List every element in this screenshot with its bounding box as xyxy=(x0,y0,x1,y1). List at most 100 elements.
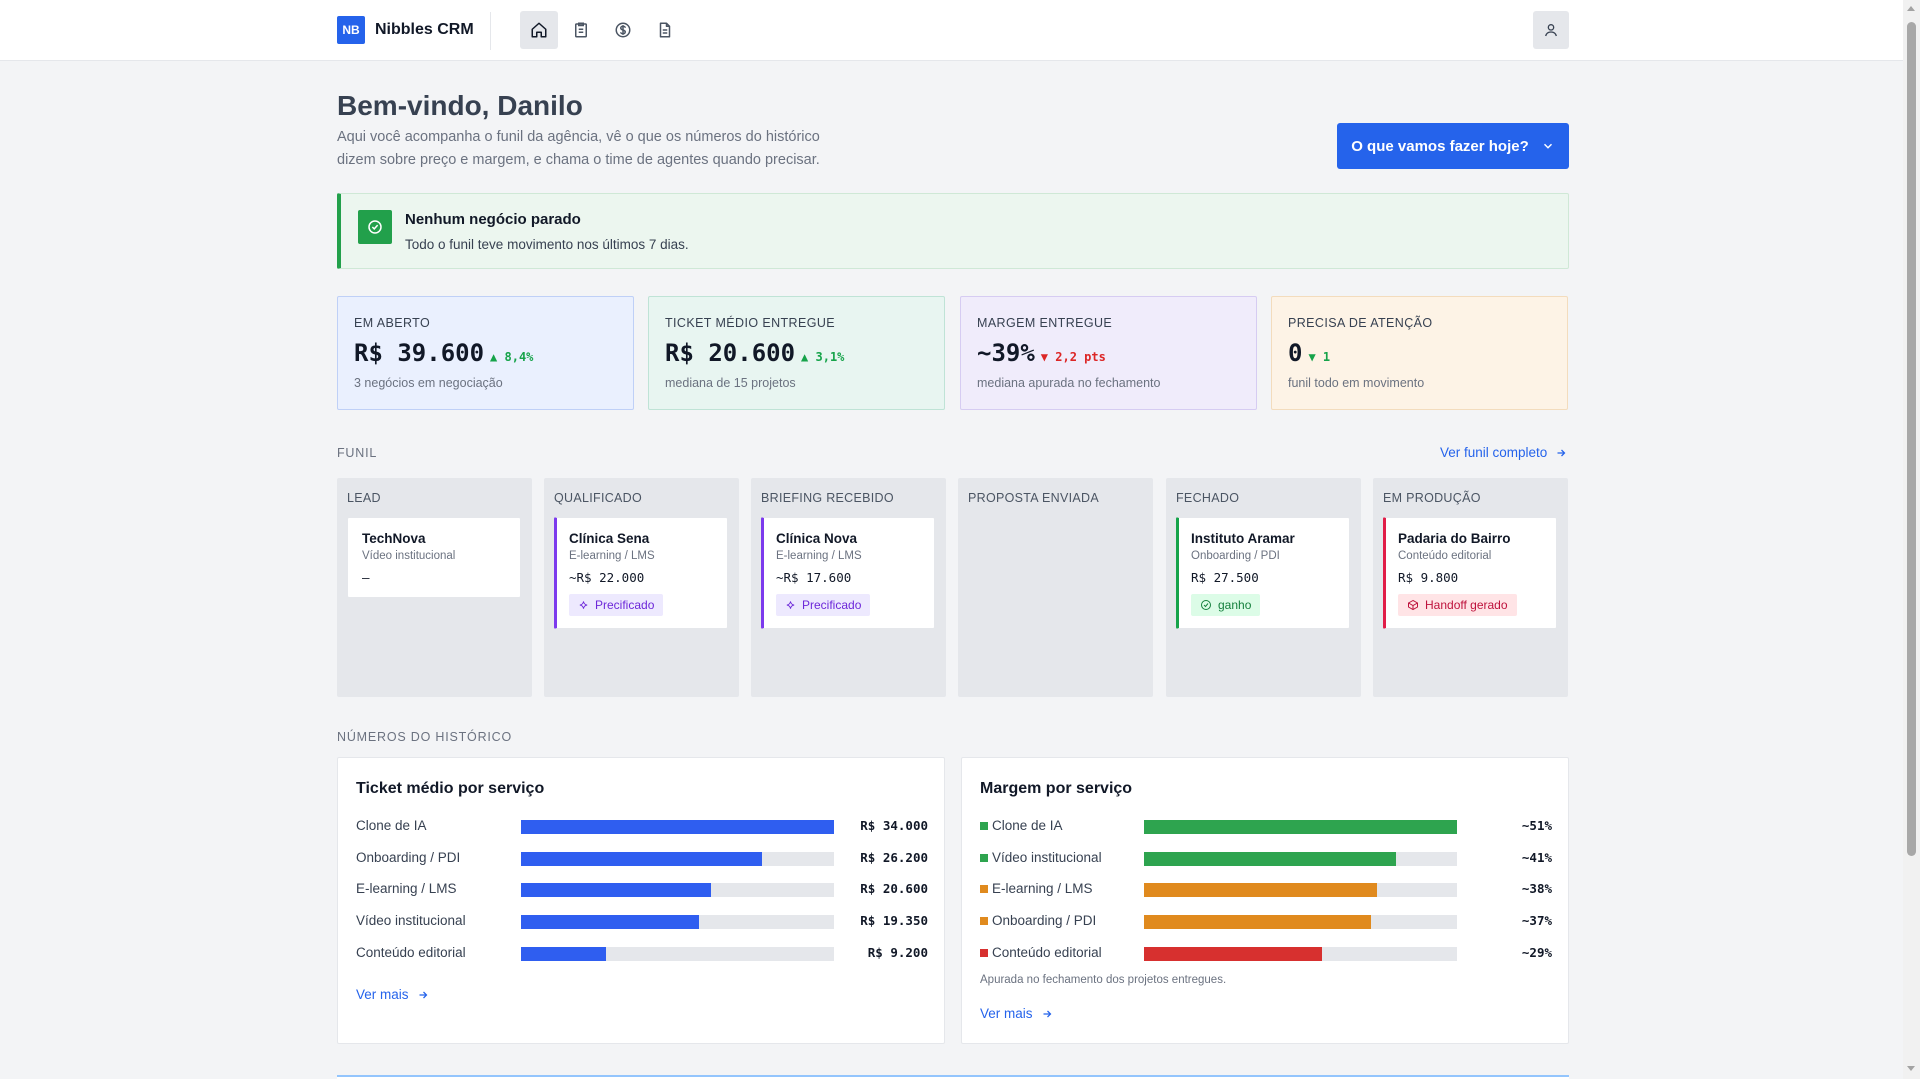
nav-home-button[interactable] xyxy=(520,11,558,49)
bar-fill xyxy=(1144,852,1396,866)
view-full-funnel-link[interactable]: Ver funil completo xyxy=(1440,445,1567,460)
kpi-label: TICKET MÉDIO ENTREGUE xyxy=(665,316,835,330)
deal-name: Padaria do Bairro xyxy=(1398,531,1511,546)
legend-swatch xyxy=(980,948,988,957)
margin-see-more-link[interactable]: Ver mais xyxy=(980,1006,1053,1021)
bar-label: Conteúdo editorial xyxy=(980,945,1102,960)
kpi-subtext: mediana de 15 projetos xyxy=(665,376,796,390)
deal-name: Instituto Aramar xyxy=(1191,531,1295,546)
deal-value: R$ 9.800 xyxy=(1398,570,1459,585)
user-menu-button[interactable] xyxy=(1533,11,1569,49)
main-nav xyxy=(520,11,684,49)
bar-track xyxy=(1144,820,1457,834)
ticket-panel-title: Ticket médio por serviço xyxy=(356,780,545,797)
kpi-value: 0 ▼ 1 xyxy=(1288,339,1330,367)
kpi-subtext: funil todo em movimento xyxy=(1288,376,1425,390)
bar-label-text: Onboarding / PDI xyxy=(992,913,1097,928)
brand[interactable]: NB Nibbles CRM xyxy=(337,16,474,44)
page-scrollbar[interactable] xyxy=(1903,0,1920,1079)
kpi-subtext: 3 negócios em negociação xyxy=(354,376,503,390)
arrow-right-icon xyxy=(1043,1010,1051,1017)
kpi-card[interactable]: PRECISA DE ATENÇÃO 0 ▼ 1 funil todo em movi… xyxy=(1271,296,1568,410)
bar-label: Vídeo institucional xyxy=(980,850,1102,865)
bar-label-text: Vídeo institucional xyxy=(992,850,1102,865)
check-circle-icon xyxy=(358,210,392,244)
funnel-column: PROPOSTA ENVIADA xyxy=(958,478,1153,697)
ticket-see-more-link[interactable]: Ver mais xyxy=(356,987,429,1002)
bar-label: E-learning / LMS xyxy=(980,881,1093,896)
legend-swatch xyxy=(980,821,988,830)
alert-text: Todo o funil teve movimento nos últimos … xyxy=(405,237,689,252)
bar-fill xyxy=(1144,947,1322,961)
margin-by-service-panel: Margem por serviço Clone de IA ~51% Vídeo … xyxy=(961,757,1569,1044)
deal-card[interactable]: Clínica Nova E-learning / LMS ~R$ 17.600 Pr… xyxy=(761,517,935,629)
deal-value: ~R$ 17.600 xyxy=(776,570,852,585)
legend-swatch xyxy=(980,884,988,893)
bar-track xyxy=(521,947,834,961)
top-bar: NB Nibbles CRM xyxy=(0,0,1903,61)
legend-swatch xyxy=(980,853,988,862)
funnel-column-title: BRIEFING RECEBIDO xyxy=(761,491,894,505)
nav-finance-button[interactable] xyxy=(604,11,642,49)
scroll-thumb[interactable] xyxy=(1907,22,1916,856)
nav-clipboard-button[interactable] xyxy=(562,11,600,49)
bar-label: Onboarding / PDI xyxy=(980,913,1096,928)
deal-card[interactable]: Clínica Sena E-learning / LMS ~R$ 22.000 Pr… xyxy=(554,517,728,629)
kpi-value: R$ 20.600 ▲ 3,1% xyxy=(665,339,844,367)
bar-label-text: Onboarding / PDI xyxy=(356,850,461,865)
bar-row: E-learning / LMS ~38% xyxy=(980,879,1552,901)
bar-label: Clone de IA xyxy=(356,818,427,833)
bar-row: E-learning / LMS R$ 20.600 xyxy=(356,879,928,901)
kpi-value-text: R$ 20.600 xyxy=(665,339,796,367)
ticket-see-more-label: Ver mais xyxy=(356,987,409,1002)
bar-label-text: Conteúdo editorial xyxy=(356,945,466,960)
funnel-column: QUALIFICADO Clínica Sena E-learning / LMS ~… xyxy=(544,478,739,697)
page-subtitle: Aqui você acompanha o funil da agência, … xyxy=(337,129,820,168)
kpi-label: EM ABERTO xyxy=(354,316,431,330)
kpi-card[interactable]: MARGEM ENTREGUE ~39% ▼ 2,2 pts mediana apur… xyxy=(960,296,1257,410)
bar-value: R$ 9.200 xyxy=(867,945,928,960)
bar-track xyxy=(521,883,834,897)
scroll-down-icon[interactable] xyxy=(1907,1066,1915,1071)
bar-track xyxy=(521,820,834,834)
deal-status-label: Precificado xyxy=(595,598,655,612)
kpi-value-text: R$ 39.600 xyxy=(354,339,485,367)
deal-service: E-learning / LMS xyxy=(776,550,862,562)
kpi-label: PRECISA DE ATENÇÃO xyxy=(1288,316,1433,330)
margin-see-more-label: Ver mais xyxy=(980,1006,1033,1021)
dollar-icon xyxy=(615,22,631,38)
nav-documents-button[interactable] xyxy=(646,11,684,49)
bar-label-text: Clone de IA xyxy=(992,818,1063,833)
deal-status-badge: Precificado xyxy=(776,594,871,616)
deal-card[interactable]: Padaria do Bairro Conteúdo editorial R$ 9.… xyxy=(1383,517,1557,629)
funnel-column-title: LEAD xyxy=(347,491,381,505)
bar-value: R$ 34.000 xyxy=(860,818,928,833)
funnel-column-title: EM PRODUÇÃO xyxy=(1383,491,1481,505)
what-to-do-button[interactable]: O que vamos fazer hoje? xyxy=(1337,123,1569,169)
home-icon xyxy=(531,22,547,38)
deal-card[interactable]: TechNova Vídeo institucional – xyxy=(347,517,521,598)
document-icon xyxy=(659,22,671,38)
deal-status-badge: Handoff gerado xyxy=(1398,594,1517,616)
kpi-delta: ▼ 2,2 pts xyxy=(1040,350,1106,364)
kpi-card[interactable]: EM ABERTO R$ 39.600 ▲ 8,4% 3 negócios em ne… xyxy=(337,296,634,410)
deal-status-label: Precificado xyxy=(802,598,862,612)
handoff-icon xyxy=(1408,599,1418,611)
kpi-subtext: mediana apurada no fechamento xyxy=(977,376,1161,390)
kpi-card[interactable]: TICKET MÉDIO ENTREGUE R$ 20.600 ▲ 3,1% medi… xyxy=(648,296,945,410)
check-circle-icon xyxy=(1201,600,1211,610)
status-alert: Nenhum negócio parado Todo o funil teve … xyxy=(337,193,1569,269)
deal-name: Clínica Sena xyxy=(569,531,650,546)
brand-logo: NB xyxy=(337,16,365,44)
bar-label: Clone de IA xyxy=(980,818,1063,833)
bar-value: ~37% xyxy=(1521,913,1552,928)
funnel-column-title: QUALIFICADO xyxy=(554,491,643,505)
bar-label: Onboarding / PDI xyxy=(356,850,460,865)
funnel-column: LEAD TechNova Vídeo institucional – xyxy=(337,478,532,697)
scroll-up-icon[interactable] xyxy=(1907,6,1915,11)
bar-label: Conteúdo editorial xyxy=(356,945,466,960)
bar-label: Vídeo institucional xyxy=(356,913,466,928)
deal-service: E-learning / LMS xyxy=(569,550,655,562)
deal-card[interactable]: Instituto Aramar Onboarding / PDI R$ 27.50… xyxy=(1176,517,1350,629)
user-icon xyxy=(1545,24,1557,37)
